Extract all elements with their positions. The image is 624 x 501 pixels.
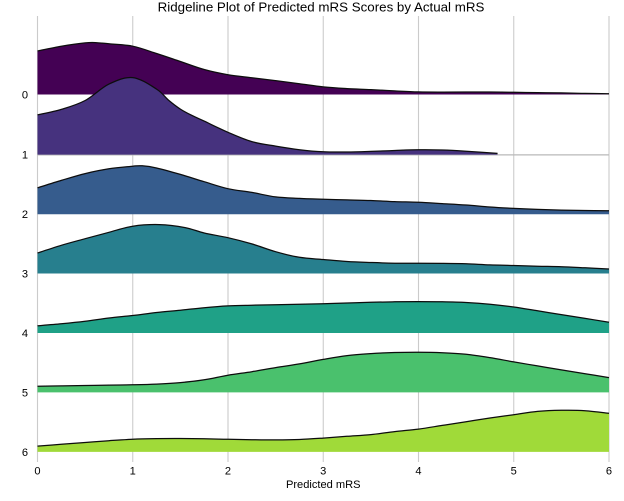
svg-text:2: 2 — [22, 209, 28, 221]
svg-text:Ridgeline Plot of Predicted mR: Ridgeline Plot of Predicted mRS Scores b… — [158, 0, 485, 15]
svg-text:5: 5 — [22, 387, 28, 399]
svg-text:1: 1 — [130, 466, 136, 478]
svg-text:4: 4 — [22, 328, 28, 340]
svg-text:4: 4 — [415, 466, 421, 478]
svg-text:1: 1 — [22, 150, 28, 162]
svg-text:0: 0 — [22, 90, 28, 102]
svg-text:5: 5 — [511, 466, 517, 478]
svg-text:Predicted mRS: Predicted mRS — [286, 479, 361, 491]
svg-text:3: 3 — [22, 269, 28, 281]
svg-text:6: 6 — [606, 466, 612, 478]
svg-text:2: 2 — [225, 466, 231, 478]
svg-text:6: 6 — [22, 447, 28, 459]
svg-text:0: 0 — [34, 466, 40, 478]
svg-text:3: 3 — [320, 466, 326, 478]
